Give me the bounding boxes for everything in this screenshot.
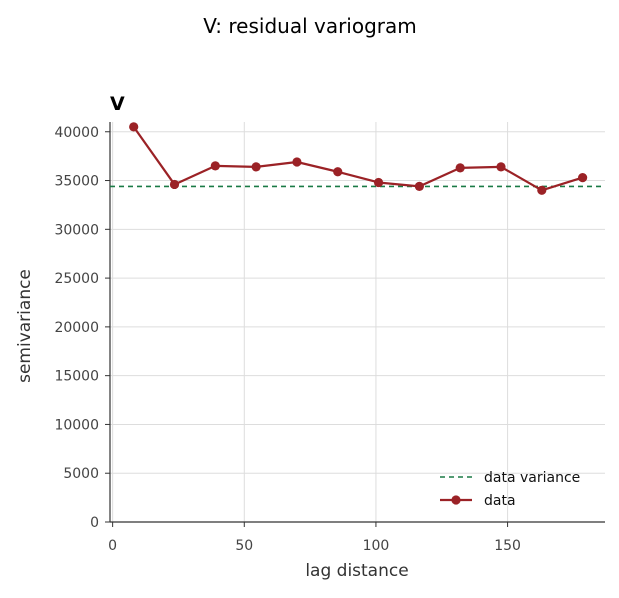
y-tick-label: 10000 bbox=[54, 417, 99, 433]
y-tick-label: 15000 bbox=[54, 369, 99, 385]
y-tick-label: 40000 bbox=[54, 125, 99, 141]
data-point bbox=[496, 162, 506, 172]
x-tick-label: 100 bbox=[363, 538, 390, 554]
series-line-data bbox=[132, 126, 583, 192]
legend-label-data-variance: data variance bbox=[484, 470, 580, 486]
ticks-layer: 0 5000 10000 15000 20000 25000 30000 35000 40000… bbox=[54, 125, 520, 554]
data-point bbox=[537, 185, 547, 195]
data-point bbox=[455, 163, 465, 173]
x-axis-label: lag distance bbox=[305, 561, 408, 581]
x-tick-label: 0 bbox=[108, 538, 117, 554]
data-point bbox=[578, 173, 588, 183]
y-tick-label: 0 bbox=[90, 515, 99, 531]
data-point bbox=[292, 157, 302, 167]
y-axis-label: semivariance bbox=[15, 269, 35, 383]
x-tick-label: 50 bbox=[235, 538, 253, 554]
data-point bbox=[373, 177, 384, 188]
y-tick-label: 30000 bbox=[54, 222, 99, 238]
legend-label-data: data bbox=[484, 493, 516, 509]
y-tick-label: 5000 bbox=[63, 466, 99, 482]
y-tick-label: 35000 bbox=[54, 174, 99, 190]
grid-layer bbox=[110, 122, 605, 523]
y-tick-label: 25000 bbox=[54, 271, 99, 287]
data-point bbox=[333, 167, 343, 177]
figure-suptitle: V: residual variogram bbox=[203, 14, 417, 38]
data-point bbox=[169, 179, 180, 190]
legend: data variance data bbox=[440, 470, 580, 509]
data-point bbox=[210, 161, 220, 171]
series-layer bbox=[110, 122, 605, 195]
y-tick-label: 20000 bbox=[54, 320, 99, 336]
legend-marker-data bbox=[451, 495, 461, 505]
panel-title: V bbox=[110, 93, 125, 115]
data-point bbox=[414, 181, 424, 191]
axes-layer bbox=[109, 122, 605, 523]
data-point bbox=[251, 162, 261, 172]
x-tick-label: 150 bbox=[494, 538, 521, 554]
data-point bbox=[129, 122, 139, 132]
